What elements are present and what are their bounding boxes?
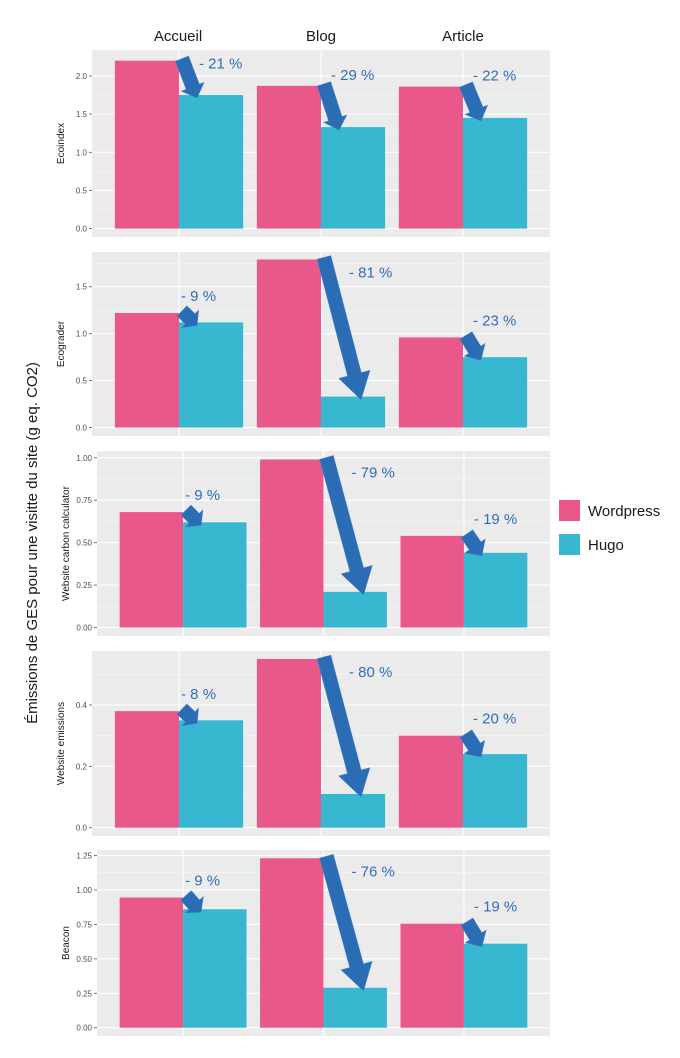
bar-wordpress-article bbox=[400, 535, 464, 628]
y-tick-label: 2.0 bbox=[76, 72, 88, 81]
bar-hugo-accueil bbox=[179, 95, 244, 229]
reduction-label: - 19 % bbox=[474, 899, 517, 916]
bar-wordpress-accueil bbox=[114, 60, 180, 229]
facet-label: Beacon bbox=[61, 926, 72, 960]
bar-hugo-blog bbox=[321, 396, 386, 428]
bar-wordpress-blog bbox=[256, 259, 321, 428]
reduction-label: - 21 % bbox=[199, 56, 242, 73]
legend-label-wordpress: Wordpress bbox=[588, 503, 660, 520]
reduction-arrow-icon bbox=[460, 917, 487, 948]
reduction-arrow-icon bbox=[180, 504, 204, 528]
bar-wordpress-blog bbox=[256, 658, 321, 828]
bar-hugo-accueil bbox=[183, 909, 247, 1028]
reduction-label: - 19 % bbox=[474, 511, 517, 528]
bar-hugo-article bbox=[462, 117, 528, 229]
reduction-arrow-icon bbox=[316, 654, 371, 798]
legend-swatch-hugo bbox=[559, 534, 580, 555]
bar-hugo-blog bbox=[321, 793, 386, 828]
y-tick-label: 1.5 bbox=[76, 283, 88, 292]
facet-label: Website carbon calculator bbox=[61, 485, 72, 601]
reduction-arrow-icon bbox=[319, 854, 373, 992]
y-tick-label: 0.0 bbox=[76, 424, 88, 433]
reduction-arrow-icon bbox=[175, 55, 205, 99]
reduction-arrow-icon bbox=[176, 305, 199, 329]
y-tick-label: 0.25 bbox=[76, 989, 92, 998]
bar-hugo-accueil bbox=[179, 322, 244, 428]
bar-wordpress-article bbox=[398, 337, 463, 428]
reduction-label: - 76 % bbox=[352, 863, 395, 880]
column-header-accueil: Accueil bbox=[154, 28, 202, 45]
y-tick-label: 0.50 bbox=[76, 955, 92, 964]
bar-wordpress-article bbox=[398, 86, 463, 229]
reduction-label: - 29 % bbox=[331, 67, 374, 84]
reduction-label: - 9 % bbox=[185, 487, 220, 504]
bar-hugo-article bbox=[462, 357, 528, 428]
y-tick-label: 0.75 bbox=[76, 496, 92, 505]
bar-hugo-article bbox=[463, 943, 528, 1028]
reduction-label: - 9 % bbox=[181, 288, 216, 305]
y-tick-label: 0.5 bbox=[76, 186, 88, 195]
bar-wordpress-accueil bbox=[114, 313, 180, 428]
bar-wordpress-accueil bbox=[119, 512, 184, 628]
y-tick-label: 1.0 bbox=[76, 148, 88, 157]
y-tick-label: 1.0 bbox=[76, 330, 88, 339]
reduction-arrow-icon bbox=[319, 455, 373, 596]
reduction-label: - 80 % bbox=[349, 664, 392, 681]
reduction-label: - 22 % bbox=[473, 68, 516, 85]
reduction-label: - 23 % bbox=[473, 312, 516, 329]
bar-hugo-accueil bbox=[179, 720, 244, 828]
bar-hugo-accueil bbox=[183, 522, 247, 628]
column-header-article: Article bbox=[442, 28, 484, 45]
reduction-arrow-icon bbox=[459, 729, 486, 758]
y-tick-label: 1.00 bbox=[76, 454, 92, 463]
y-tick-label: 0.00 bbox=[76, 1024, 92, 1033]
bar-hugo-blog bbox=[323, 591, 387, 628]
reduction-label: - 8 % bbox=[181, 686, 216, 703]
legend-label-hugo: Hugo bbox=[588, 537, 624, 554]
column-header-blog: Blog bbox=[306, 28, 336, 45]
reduction-arrow-icon bbox=[459, 331, 486, 361]
y-tick-label: 0.5 bbox=[76, 377, 88, 386]
bar-hugo-blog bbox=[321, 127, 386, 229]
y-tick-label: 0.4 bbox=[76, 701, 88, 710]
bar-wordpress-blog bbox=[260, 858, 324, 1028]
facet-label: Website emissions bbox=[56, 702, 67, 785]
y-tick-label: 0.0 bbox=[76, 225, 88, 234]
reduction-arrow-icon bbox=[460, 529, 486, 557]
y-tick-label: 1.00 bbox=[76, 886, 92, 895]
legend-swatch-wordpress bbox=[559, 500, 580, 521]
bar-wordpress-article bbox=[398, 735, 463, 828]
reduction-arrow-icon bbox=[459, 81, 489, 122]
y-tick-label: 0.0 bbox=[76, 824, 88, 833]
bar-hugo-article bbox=[463, 552, 528, 628]
reduction-label: - 20 % bbox=[473, 711, 516, 728]
bar-hugo-article bbox=[462, 754, 528, 828]
y-tick-label: 0.2 bbox=[76, 762, 88, 771]
bar-wordpress-blog bbox=[256, 85, 321, 229]
reduction-label: - 9 % bbox=[185, 873, 220, 890]
reduction-arrow-icon bbox=[316, 81, 348, 131]
reduction-label: - 81 % bbox=[349, 265, 392, 282]
y-tick-label: 1.25 bbox=[76, 852, 92, 861]
facet-label: Ecograder bbox=[56, 320, 67, 367]
reduction-arrow-icon bbox=[180, 890, 204, 914]
y-tick-label: 0.25 bbox=[76, 581, 92, 590]
y-tick-label: 0.00 bbox=[76, 624, 92, 633]
bar-wordpress-blog bbox=[260, 459, 324, 628]
y-tick-label: 0.75 bbox=[76, 920, 92, 929]
reduction-label: - 79 % bbox=[352, 464, 395, 481]
y-tick-label: 1.5 bbox=[76, 110, 88, 119]
reduction-arrow-icon bbox=[176, 703, 199, 727]
facet-label: Ecoindex bbox=[56, 123, 67, 164]
y-tick-label: 0.50 bbox=[76, 539, 92, 548]
bar-hugo-blog bbox=[323, 987, 387, 1028]
bar-wordpress-accueil bbox=[119, 897, 184, 1028]
bar-wordpress-accueil bbox=[114, 711, 180, 828]
reduction-arrow-icon bbox=[316, 255, 371, 401]
y-axis-title: Émissions de GES pour une visitte du sit… bbox=[24, 362, 41, 724]
bar-wordpress-article bbox=[400, 923, 464, 1028]
